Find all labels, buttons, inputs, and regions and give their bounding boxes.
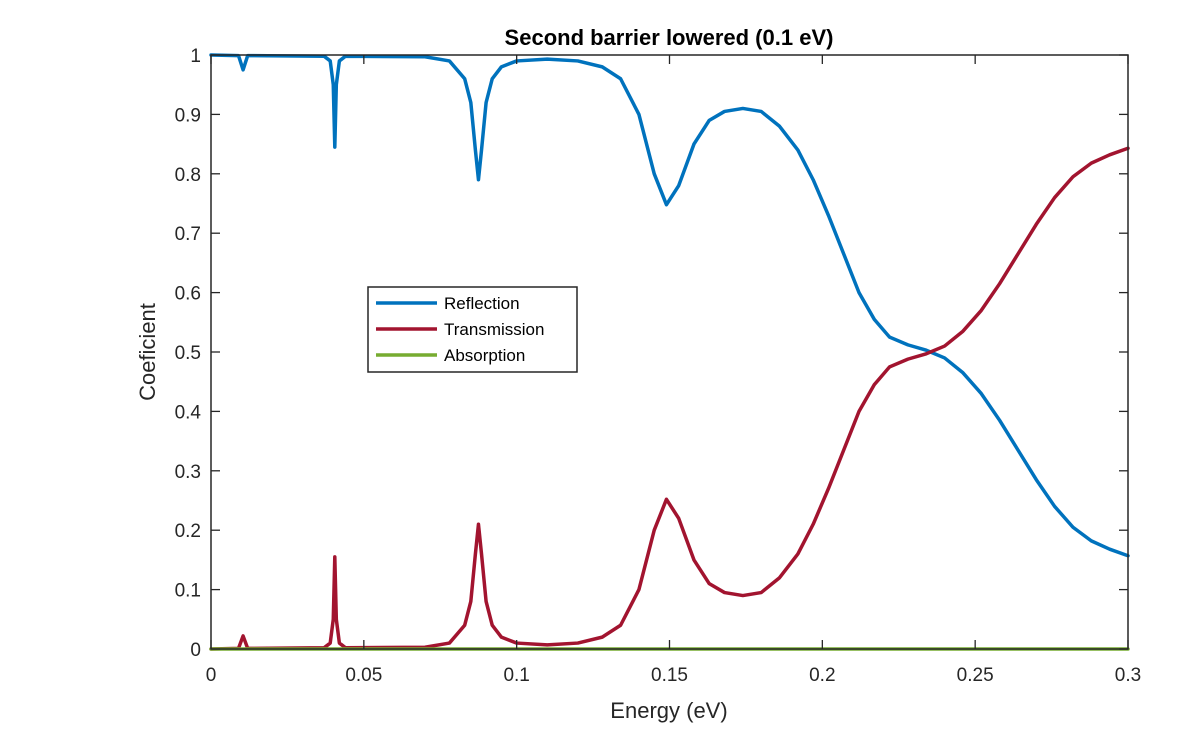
y-tick-label: 0.9 <box>175 105 201 126</box>
chart-title: Second barrier lowered (0.1 eV) <box>505 25 834 50</box>
series-line-transmission <box>209 146 1130 651</box>
y-tick-label: 0.4 <box>175 402 202 423</box>
x-tick-label: 0.3 <box>1115 665 1141 686</box>
axes-box <box>210 54 1129 650</box>
x-tick-label: 0.25 <box>957 665 994 686</box>
series-layer <box>209 53 1130 651</box>
x-tick-label: 0.1 <box>503 665 529 686</box>
x-tick-label: 0 <box>206 665 217 686</box>
axes-layer: 0 0.05 0.1 0.15 0.2 0.25 0.3 0 0.1 0.2 0.3 0.4 0.5 0.… <box>175 46 1142 686</box>
y-tick-label: 0.3 <box>175 462 201 483</box>
x-axis-label: Energy (eV) <box>610 698 727 723</box>
y-tick-label: 0.7 <box>175 224 201 245</box>
y-tick-label: 0.1 <box>175 581 201 602</box>
y-tick-label: 1 <box>190 46 201 67</box>
y-tick-label: 0.2 <box>175 521 201 542</box>
legend: Reflection Transmission Absorption <box>367 286 578 373</box>
legend-label-transmission: Transmission <box>444 320 544 339</box>
x-tick-label: 0.05 <box>345 665 382 686</box>
series-line-reflection <box>209 53 1130 558</box>
legend-label-absorption: Absorption <box>444 346 525 365</box>
y-tick-label: 0 <box>190 640 201 661</box>
x-tick-label: 0.2 <box>809 665 835 686</box>
y-tick-label: 0.6 <box>175 284 201 305</box>
y-tick-label: 0.5 <box>175 343 201 364</box>
y-axis-label: Coeficient <box>135 303 160 401</box>
x-tick-label: 0.15 <box>651 665 688 686</box>
legend-label-reflection: Reflection <box>444 294 520 313</box>
y-tick-label: 0.8 <box>175 165 201 186</box>
